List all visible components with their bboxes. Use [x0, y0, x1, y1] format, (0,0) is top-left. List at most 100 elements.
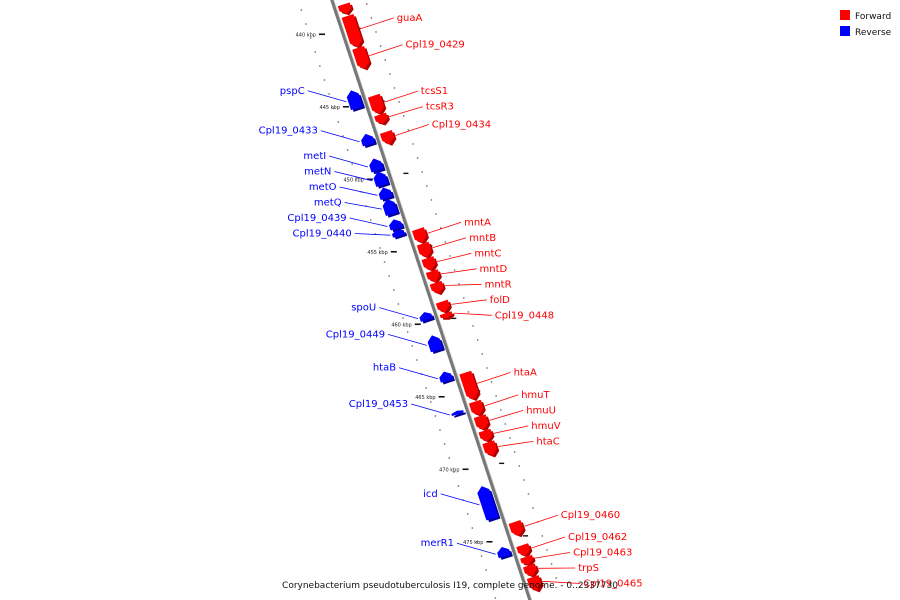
gene-label-mntb[interactable]: mntB — [469, 233, 496, 244]
gene-arrow-mntr[interactable] — [429, 280, 444, 294]
gene-label-cpl19_0462[interactable]: Cpl19_0462 — [568, 532, 627, 543]
gene-label-trps[interactable]: trpS — [578, 563, 599, 574]
gene-arrow-unlabeled[interactable] — [337, 2, 352, 14]
gene-label-cpl19_0433[interactable]: Cpl19_0433 — [259, 126, 318, 137]
gene-arrow-tcsr3[interactable] — [374, 112, 388, 124]
track-dot — [351, 163, 353, 165]
gene-arrow-mnta[interactable] — [411, 227, 427, 243]
gene-label-pspc[interactable]: pspC — [280, 86, 305, 97]
gene-arrow-cpl19_0462[interactable] — [516, 543, 531, 556]
gene-arrow-htac[interactable] — [482, 440, 497, 456]
legend-forward-swatch — [840, 10, 850, 20]
track-dot — [366, 3, 368, 5]
gene-arrow-cpl19_0448[interactable] — [439, 311, 453, 319]
gene-arrow-meto[interactable] — [378, 187, 393, 201]
gene-arrow-icd[interactable] — [477, 486, 499, 521]
gene-arrow-cpl19_0463[interactable] — [520, 554, 534, 565]
track-dot — [486, 367, 488, 369]
label-leader-pspc — [307, 90, 347, 103]
track-dot — [490, 381, 493, 383]
gene-label-cpl19_0429[interactable]: Cpl19_0429 — [406, 40, 465, 51]
gene-label-spou[interactable]: spoU — [351, 303, 376, 314]
track-dot — [430, 199, 433, 201]
gene-arrow-mntd[interactable] — [425, 269, 440, 282]
gene-arrow-cpl19_0465[interactable] — [526, 575, 542, 591]
gene-arrow-htaa[interactable] — [459, 370, 479, 400]
gene-arrow-metn[interactable] — [373, 171, 389, 188]
track-dot — [337, 121, 340, 123]
gene-label-metq[interactable]: metQ — [314, 198, 342, 209]
gene-arrow-cpl19_0449[interactable] — [427, 335, 443, 353]
gene-label-cpl19_0440[interactable]: Cpl19_0440 — [293, 229, 352, 240]
gene-arrow-cpl19_0440[interactable] — [391, 229, 406, 238]
gene-label-htac[interactable]: htaC — [536, 436, 559, 447]
gene-label-cpl19_0434[interactable]: Cpl19_0434 — [432, 120, 491, 131]
label-leader-mntd — [441, 268, 477, 275]
gene-label-mntd[interactable]: mntD — [480, 264, 508, 275]
label-leader-cpl19_0448 — [453, 312, 492, 316]
gene-arrow-cpl19_0429[interactable] — [352, 45, 370, 69]
track-dot — [425, 387, 427, 389]
label-leader-htac — [498, 441, 534, 447]
track-dot — [467, 311, 470, 313]
gene-label-meto[interactable]: metO — [309, 182, 337, 193]
gene-label-mntr[interactable]: mntR — [485, 279, 512, 290]
gene-arrow-metq[interactable] — [382, 198, 398, 217]
track-dot — [309, 37, 312, 39]
gene-label-tcsr3[interactable]: tcsR3 — [426, 102, 454, 113]
gene-arrow-merr1[interactable] — [497, 547, 511, 559]
gene-label-cpl19_0453[interactable]: Cpl19_0453 — [349, 399, 408, 410]
gene-arrow-hmuu[interactable] — [473, 414, 489, 430]
gene-arrow-mntc[interactable] — [421, 256, 436, 271]
gene-arrow-hmuv[interactable] — [478, 428, 493, 442]
gene-arrow-cpl19_0460[interactable] — [508, 519, 524, 536]
gene-label-hmuv[interactable]: hmuV — [531, 421, 560, 432]
gene-arrow-tcss1[interactable] — [367, 93, 385, 114]
gene-label-icd[interactable]: icd — [423, 489, 438, 500]
gene-arrow-guaa[interactable] — [341, 13, 363, 47]
gene-label-cpl19_0448[interactable]: Cpl19_0448 — [495, 310, 554, 321]
gene-arrow-cpl19_0434[interactable] — [379, 129, 395, 145]
gene-arrow-cpl19_0433[interactable] — [361, 133, 375, 147]
gene-label-cpl19_0439[interactable]: Cpl19_0439 — [287, 213, 346, 224]
gene-label-mntc[interactable]: mntC — [474, 248, 501, 259]
gene-label-htaa[interactable]: htaA — [514, 367, 537, 378]
track-dot — [356, 177, 358, 179]
gene-arrow-spou[interactable] — [419, 312, 433, 322]
gene-label-meti[interactable]: metI — [303, 151, 326, 162]
gene-arrow-mntb[interactable] — [416, 241, 432, 258]
gene-label-guaa[interactable]: guaA — [397, 13, 423, 24]
gene-arrow-meti[interactable] — [369, 158, 384, 173]
label-leader-meti — [329, 155, 369, 168]
track-dot — [481, 353, 483, 355]
track-dot — [393, 87, 396, 89]
gene-arrow-hmut[interactable] — [468, 399, 484, 416]
gene-label-fold[interactable]: folD — [490, 295, 510, 306]
gene-label-hmuu[interactable]: hmuU — [526, 405, 556, 416]
track-dot — [411, 345, 413, 347]
gene-label-cpl19_0449[interactable]: Cpl19_0449 — [326, 329, 385, 340]
gene-arrow-trps[interactable] — [522, 563, 537, 577]
track-dot — [444, 241, 447, 243]
gene-label-htab[interactable]: htaB — [373, 363, 396, 374]
label-leader-htab — [398, 367, 438, 380]
gene-arrow-cpl19_0453[interactable] — [451, 410, 464, 417]
label-leader-mntc — [436, 252, 472, 262]
gene-label-merr1[interactable]: merR1 — [421, 538, 454, 549]
gene-label-cpl19_0465[interactable]: Cpl19_0465 — [583, 579, 642, 590]
gene-arrow-htab[interactable] — [439, 371, 453, 383]
track-dot — [323, 79, 326, 81]
gene-arrow-fold[interactable] — [435, 299, 450, 313]
gene-label-mnta[interactable]: mntA — [464, 217, 491, 228]
track-dot — [305, 23, 307, 25]
gene-label-hmut[interactable]: hmuT — [521, 390, 550, 401]
gene-arrow-cpl19_0439[interactable] — [389, 219, 403, 231]
gene-label-cpl19_0460[interactable]: Cpl19_0460 — [561, 510, 620, 521]
gene-arrow-pspc[interactable] — [346, 90, 363, 111]
track-dot — [453, 269, 456, 271]
gene-label-tcss1[interactable]: tcsS1 — [421, 86, 448, 97]
label-leader-mnta — [427, 221, 462, 234]
track-dot — [480, 555, 483, 557]
gene-label-cpl19_0463[interactable]: Cpl19_0463 — [573, 548, 632, 559]
gene-label-metn[interactable]: metN — [304, 167, 331, 178]
